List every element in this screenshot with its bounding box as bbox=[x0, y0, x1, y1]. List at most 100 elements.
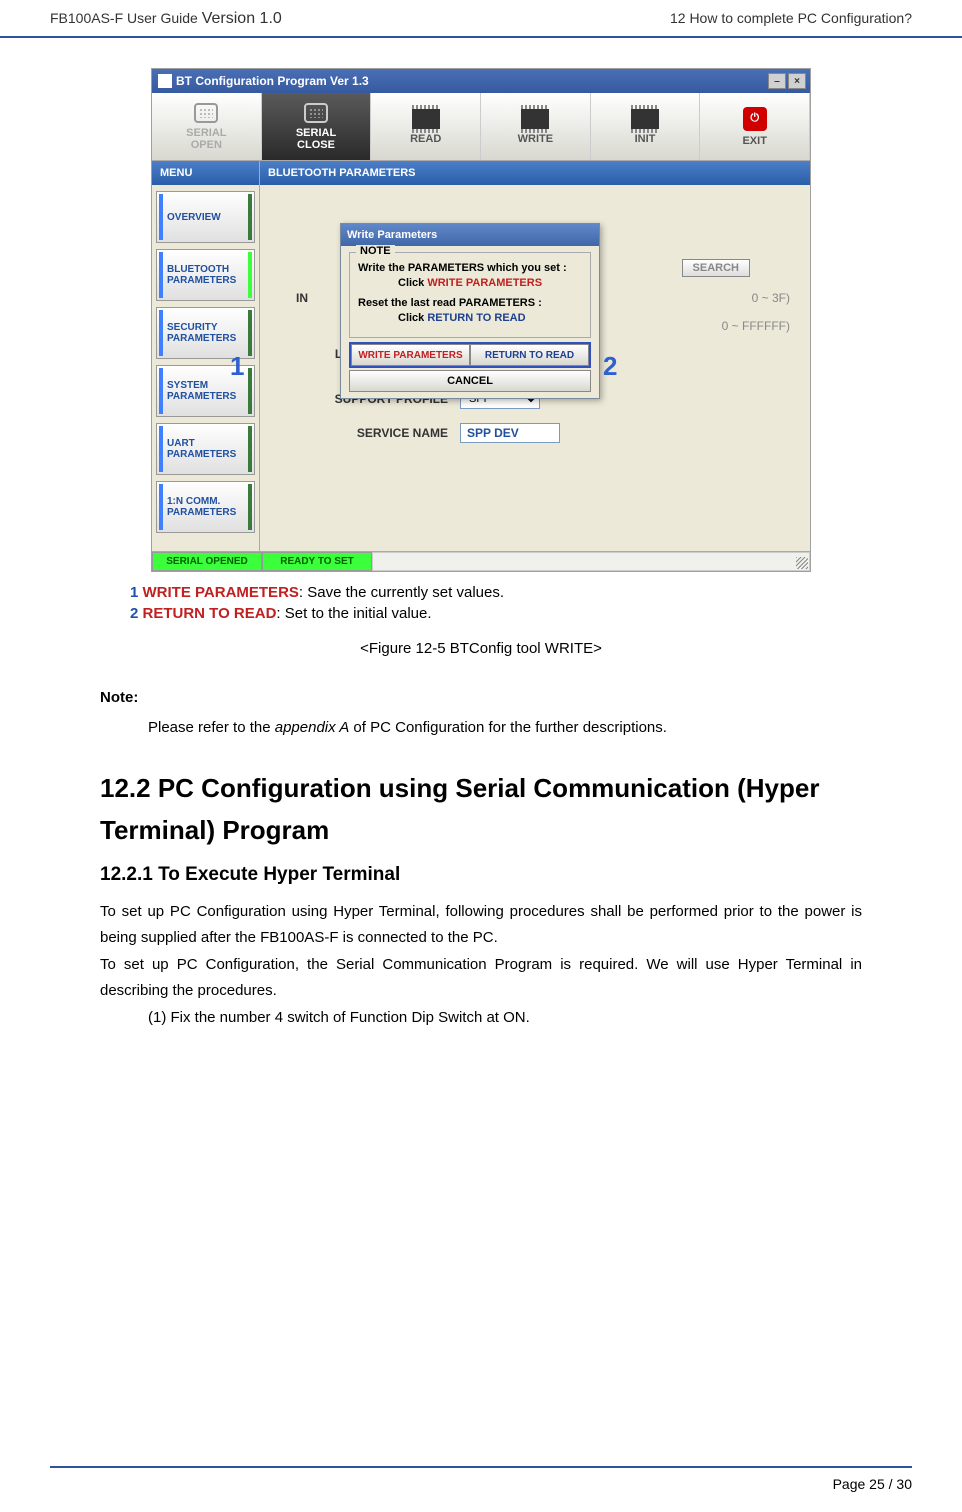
annotation-1-rest: : Save the currently set values. bbox=[299, 584, 504, 601]
doc-title: FB100AS-F User Guide bbox=[50, 10, 202, 26]
annotation-1-num: 1 bbox=[130, 584, 143, 601]
menu-bluetooth[interactable]: BLUETOOTH PARAMETERS bbox=[156, 249, 255, 301]
serial-close-icon bbox=[304, 103, 328, 123]
page-number: Page 25 / 30 bbox=[833, 1476, 912, 1492]
params-header: BLUETOOTH PARAMETERS bbox=[260, 161, 810, 185]
exit-button[interactable]: ⏻ EXIT bbox=[700, 93, 810, 160]
ff-hint: 0 ~ FFFFFF) bbox=[722, 319, 790, 333]
header-left: FB100AS-F User Guide Version 1.0 bbox=[50, 10, 282, 28]
note-line2b-key: RETURN TO READ bbox=[427, 312, 525, 324]
note-line1b-pre: Click bbox=[398, 277, 427, 289]
header-right: 12 How to complete PC Configuration? bbox=[670, 10, 912, 28]
menu-header: MENU bbox=[152, 161, 259, 185]
annotation-1: 1 WRITE PARAMETERS: Save the currently s… bbox=[130, 584, 832, 601]
serial-open-icon bbox=[194, 103, 218, 123]
toolbar: SERIAL OPEN SERIAL CLOSE READ WRITE INIT… bbox=[152, 93, 810, 161]
service-row: SERVICE NAME SPP DEV bbox=[260, 423, 810, 443]
title-bar-buttons: – × bbox=[768, 73, 806, 89]
serial-open-button[interactable]: SERIAL OPEN bbox=[152, 93, 262, 160]
read-chip-icon bbox=[412, 109, 440, 129]
list-1-prefix: (1) bbox=[148, 1009, 171, 1026]
chapter-num: 12 bbox=[670, 10, 689, 26]
menu-overview[interactable]: OVERVIEW bbox=[156, 191, 255, 243]
in-hint: 0 ~ 3F) bbox=[752, 291, 790, 305]
init-label: INIT bbox=[635, 133, 656, 145]
status-serial: SERIAL OPENED bbox=[152, 552, 262, 571]
menu-system-label: SYSTEM PARAMETERS bbox=[167, 380, 236, 402]
para-2: To set up PC Configuration, the Serial C… bbox=[100, 952, 862, 1003]
annotation-marker-2: 2 bbox=[603, 351, 617, 382]
init-button[interactable]: INIT bbox=[591, 93, 701, 160]
content-area: BT Configuration Program Ver 1.3 – × SER… bbox=[0, 38, 962, 1031]
status-bar: SERIAL OPENED READY TO SET bbox=[152, 551, 810, 571]
exit-icon: ⏻ bbox=[743, 107, 767, 131]
dialog-button-row: WRITE PARAMETERS RETURN TO READ bbox=[349, 342, 591, 368]
annotation-2-rest: : Set to the initial value. bbox=[276, 605, 431, 622]
serial-open-label: SERIAL OPEN bbox=[186, 127, 226, 151]
body-text: Note: Please refer to the appendix A of … bbox=[50, 685, 912, 1031]
para-1: To set up PC Configuration using Hyper T… bbox=[100, 899, 862, 950]
write-dialog: Write Parameters NOTE Write the PARAMETE… bbox=[340, 223, 600, 399]
app-icon bbox=[158, 74, 172, 88]
minimize-button[interactable]: – bbox=[768, 73, 786, 89]
menu-uart[interactable]: UART PARAMETERS bbox=[156, 423, 255, 475]
read-button[interactable]: READ bbox=[371, 93, 481, 160]
section-heading: 12.2 PC Configuration using Serial Commu… bbox=[100, 768, 862, 851]
service-input[interactable]: SPP DEV bbox=[460, 423, 560, 443]
note-italic: appendix A bbox=[275, 719, 350, 736]
title-bar-text: BT Configuration Program Ver 1.3 bbox=[176, 74, 369, 88]
menu-security-label: SECURITY PARAMETERS bbox=[167, 322, 236, 344]
note-line2: Reset the last read PARAMETERS : bbox=[358, 297, 582, 309]
write-chip-icon bbox=[521, 109, 549, 129]
menu-comm[interactable]: 1:N COMM. PARAMETERS bbox=[156, 481, 255, 533]
service-label: SERVICE NAME bbox=[280, 426, 460, 440]
figure-caption: <Figure 12-5 BTConfig tool WRITE> bbox=[50, 640, 912, 657]
annotation-2-num: 2 bbox=[130, 605, 143, 622]
note-heading: Note: bbox=[100, 685, 862, 711]
title-bar: BT Configuration Program Ver 1.3 – × bbox=[152, 69, 810, 93]
subsection-heading: 12.2.1 To Execute Hyper Terminal bbox=[100, 859, 862, 891]
annotation-1-key: WRITE PARAMETERS bbox=[143, 584, 299, 601]
title-bar-left: BT Configuration Program Ver 1.3 bbox=[158, 74, 369, 88]
app-window: BT Configuration Program Ver 1.3 – × SER… bbox=[151, 68, 811, 572]
cancel-button[interactable]: CANCEL bbox=[349, 370, 591, 392]
exit-label: EXIT bbox=[742, 135, 766, 147]
close-button[interactable]: × bbox=[788, 73, 806, 89]
chapter-title: How to complete PC Configuration? bbox=[689, 10, 912, 26]
read-label: READ bbox=[410, 133, 441, 145]
menu-comm-label: 1:N COMM. PARAMETERS bbox=[167, 496, 236, 518]
resize-grip-icon bbox=[796, 557, 808, 569]
note-line1b-key: WRITE PARAMETERS bbox=[427, 277, 542, 289]
annotation-2-key: RETURN TO READ bbox=[143, 605, 277, 622]
status-rest bbox=[372, 552, 810, 571]
note-post: of PC Configuration for the further desc… bbox=[349, 719, 667, 736]
init-chip-icon bbox=[631, 109, 659, 129]
annotations: 1 WRITE PARAMETERS: Save the currently s… bbox=[50, 584, 912, 622]
menu-bluetooth-label: BLUETOOTH PARAMETERS bbox=[167, 264, 236, 286]
dialog-title: Write Parameters bbox=[341, 224, 599, 246]
annotation-2: 2 RETURN TO READ: Set to the initial val… bbox=[130, 605, 832, 622]
write-parameters-button[interactable]: WRITE PARAMETERS bbox=[351, 344, 470, 366]
status-ready: READY TO SET bbox=[262, 552, 372, 571]
write-label: WRITE bbox=[518, 133, 553, 145]
params-area: BLUETOOTH PARAMETERS DEVICE NAME FB755V1… bbox=[260, 161, 810, 551]
main-area: MENU OVERVIEW BLUETOOTH PARAMETERS SECUR… bbox=[152, 161, 810, 551]
list-1-text: Fix the number 4 switch of Function Dip … bbox=[171, 1009, 530, 1026]
serial-close-label: SERIAL CLOSE bbox=[296, 127, 336, 151]
return-to-read-button[interactable]: RETURN TO READ bbox=[470, 344, 589, 366]
list-item-1: (1) Fix the number 4 switch of Function … bbox=[100, 1005, 862, 1031]
note-line2b-pre: Click bbox=[398, 312, 427, 324]
note-line2b: Click RETURN TO READ bbox=[358, 312, 582, 324]
note-pre: Please refer to the bbox=[148, 719, 275, 736]
dialog-body: NOTE Write the PARAMETERS which you set … bbox=[341, 246, 599, 398]
write-button[interactable]: WRITE bbox=[481, 93, 591, 160]
note-line1b: Click WRITE PARAMETERS bbox=[358, 277, 582, 289]
note-body: Please refer to the appendix A of PC Con… bbox=[100, 715, 862, 741]
doc-version: Version 1.0 bbox=[202, 10, 282, 27]
note-line1: Write the PARAMETERS which you set : bbox=[358, 262, 582, 274]
search-button[interactable]: SEARCH bbox=[682, 259, 750, 277]
serial-close-button[interactable]: SERIAL CLOSE bbox=[262, 93, 372, 160]
page-footer: Page 25 / 30 bbox=[50, 1466, 912, 1492]
page-header: FB100AS-F User Guide Version 1.0 12 How … bbox=[0, 0, 962, 38]
note-group: NOTE Write the PARAMETERS which you set … bbox=[349, 252, 591, 338]
